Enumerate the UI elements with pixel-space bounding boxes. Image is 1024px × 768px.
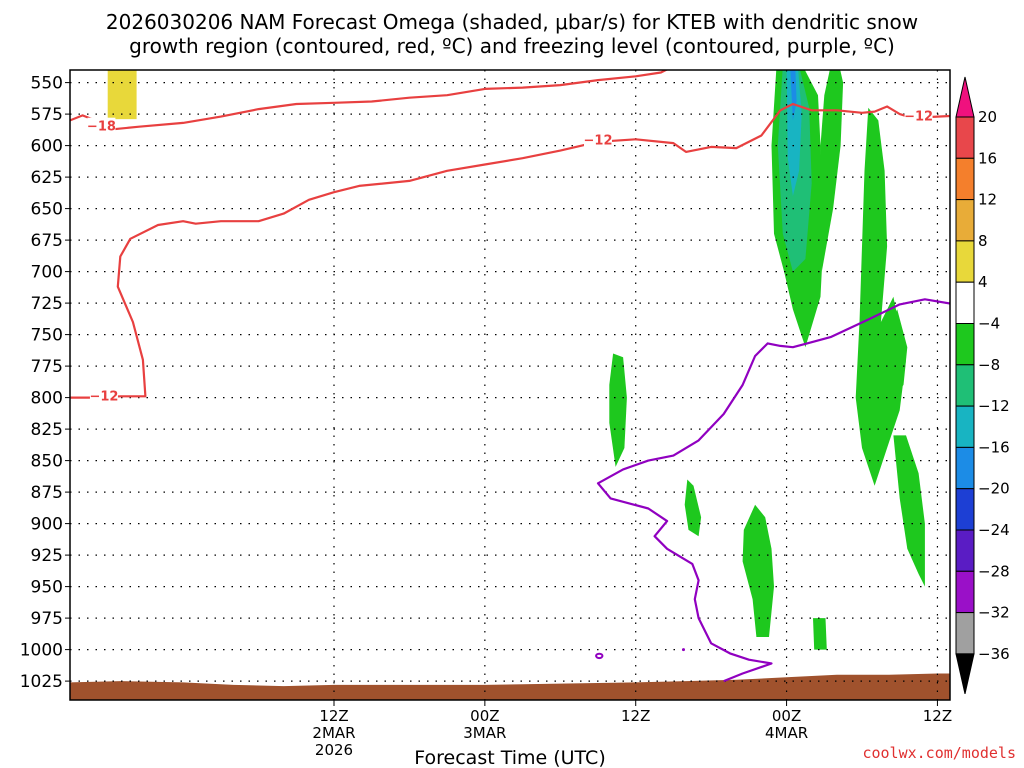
- x-tick-label: 00Z: [772, 707, 801, 725]
- x-tick-label: 3MAR: [463, 724, 506, 742]
- dendritic-contour-m18: [70, 70, 669, 131]
- colorbar-segment-6: [955, 364, 975, 407]
- y-tick-label: 700: [31, 263, 63, 283]
- colorbar-segment-12: [955, 612, 975, 655]
- omega-region-10: [684, 479, 702, 537]
- y-tick-label: 925: [31, 546, 63, 566]
- dendritic-contour-m12-label-bg: [89, 387, 118, 404]
- omega-region-5: [790, 70, 797, 121]
- omega-region-9: [609, 353, 627, 467]
- x-tick-label: 4MAR: [765, 724, 808, 742]
- y-tick-label: 625: [31, 168, 63, 188]
- omega-region-11: [742, 504, 774, 637]
- chart-title-line1: 2026030206 NAM Forecast Omega (shaded, μ…: [106, 10, 918, 34]
- dendritic-contour-m12: [70, 102, 950, 399]
- y-tick-label: 575: [31, 105, 63, 125]
- colorbar-label: −8: [978, 356, 1000, 374]
- grid-lines: [70, 70, 950, 700]
- colorbar-label: −24: [978, 521, 1010, 539]
- freezing-level-contour-label-bg: [1021, 295, 1024, 312]
- y-tick-label: 950: [31, 578, 63, 598]
- y-tick-label: 725: [31, 294, 63, 314]
- y-tick-label: 1000: [20, 641, 63, 661]
- y-tick-label: 675: [31, 231, 63, 251]
- contour-labels: −18−12−12−12−1200: [87, 107, 1024, 404]
- colorbar-label: −32: [978, 604, 1010, 622]
- y-tick-label: 975: [31, 609, 63, 629]
- freezing-level-contour: [596, 298, 950, 683]
- site-credit: coolwx.com/models: [862, 744, 1016, 762]
- colorbar-segment-8: [955, 446, 975, 490]
- ground-terrain: [70, 673, 950, 700]
- x-tick-label: 00Z: [470, 707, 499, 725]
- dendritic-contour-m18-label-bg: [87, 117, 116, 134]
- dendritic-contour-m18-label-0: −18: [87, 120, 116, 135]
- omega-shading: [107, 70, 925, 650]
- colorbar-segment-1: [955, 157, 975, 201]
- omega-region-8: [893, 435, 925, 587]
- chart-title-line2: growth region (contoured, red, ºC) and f…: [129, 34, 895, 58]
- omega-region-4: [786, 70, 802, 196]
- colorbar-segment-11: [955, 570, 975, 614]
- colorbar-label: 8: [978, 232, 988, 250]
- x-tick-label: 12Z: [319, 707, 348, 725]
- colorbar-segment-5: [955, 323, 975, 366]
- colorbar-segment-0: [955, 116, 975, 159]
- colorbar-segment-3: [955, 240, 975, 283]
- colorbar-label: −12: [978, 397, 1010, 415]
- y-tick-label: 825: [31, 420, 63, 440]
- x-tick-label: 12Z: [923, 707, 952, 725]
- y-tick-label: 600: [31, 137, 63, 157]
- y-tick-label: 650: [31, 200, 63, 220]
- dendritic-contour-m12-label-1: −12: [584, 134, 613, 149]
- colorbar-segment-7: [955, 405, 975, 448]
- dendritic-contour-m12-label-bg: [904, 107, 933, 124]
- colorbar-label: 4: [978, 273, 988, 291]
- ground-fill: [70, 673, 950, 700]
- colorbar-segment-9: [955, 488, 975, 531]
- y-tick-label: 850: [31, 452, 63, 472]
- colorbar-label: −16: [978, 438, 1010, 456]
- y-tick-label: 800: [31, 389, 63, 409]
- omega-region-7: [884, 309, 908, 398]
- dendritic-contour-m12-label-0: −12: [89, 389, 118, 404]
- x-tick-label: 2MAR: [312, 724, 355, 742]
- y-axis: 550 575 600 625 650 675 700 725 750 775 800 825 850 8…: [20, 74, 70, 692]
- colorbar-segment-10: [955, 529, 975, 572]
- x-tick-label: 12Z: [621, 707, 650, 725]
- contour-lines: [70, 70, 950, 683]
- colorbar-label: 12: [978, 191, 997, 209]
- y-tick-label: 550: [31, 74, 63, 94]
- y-tick-label: 875: [31, 483, 63, 503]
- omega-region-2: [820, 70, 844, 272]
- colorbar-top-arrow: [955, 76, 975, 118]
- colorbar-label: −4: [978, 315, 1000, 333]
- colorbar-label: −20: [978, 480, 1010, 498]
- omega-region-12: [813, 618, 827, 650]
- omega-region-0: [107, 70, 137, 120]
- colorbar-segment-4: [955, 281, 975, 325]
- colorbar-label: 16: [978, 149, 997, 167]
- freezing-level-closed-contour: [595, 652, 604, 660]
- colorbar-segment-2: [955, 199, 975, 242]
- y-tick-label: 750: [31, 326, 63, 346]
- y-tick-label: 1025: [20, 672, 63, 692]
- plot-frame: [69, 69, 951, 701]
- freezing-level-closed-contour-small: [681, 648, 685, 652]
- colorbar-label: −36: [978, 645, 1010, 663]
- colorbar-label: 20: [978, 108, 997, 126]
- y-tick-label: 775: [31, 357, 63, 377]
- colorbar-legend: 20 16 12 8 4 −4 −8 −12 −16 −20 −24 −28 −32 −36: [955, 76, 1010, 695]
- dendritic-contour-m12-label-bg: [584, 131, 612, 148]
- dendritic-contour-m12-label-2: −12: [904, 110, 933, 125]
- colorbar-label: −28: [978, 562, 1010, 580]
- colorbar-bottom-arrow: [955, 653, 975, 695]
- y-tick-label: 900: [31, 515, 63, 535]
- x-tick-label: 2026: [315, 741, 353, 759]
- x-axis-label: Forecast Time (UTC): [414, 747, 605, 768]
